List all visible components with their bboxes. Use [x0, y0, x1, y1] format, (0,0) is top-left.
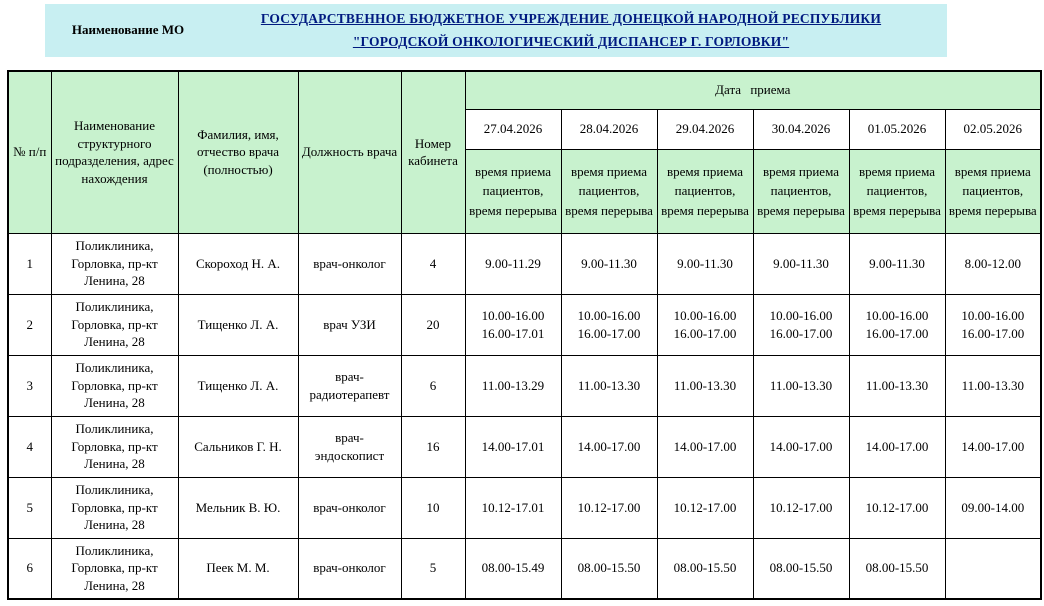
column-header-date-group: Дата приема — [464, 70, 1042, 110]
date-header: 29.04.2026 — [656, 108, 754, 150]
time-cell: 11.00-13.30 — [848, 354, 946, 417]
time-cell: 10.00-16.00 16.00-17.00 — [752, 293, 850, 356]
time-cell: 11.00-13.30 — [944, 354, 1042, 417]
row-num: 2 — [7, 293, 52, 356]
document-header: Наименование МО ГОСУДАРСТВЕННОЕ БЮДЖЕТНО… — [45, 4, 947, 57]
date-header: 27.04.2026 — [464, 108, 562, 150]
cabinet-cell: 6 — [400, 354, 466, 417]
doctor-cell: Скороход Н. А. — [177, 232, 299, 295]
table-row: 5 Поликлиника, Горловка, пр-кт Ленина, 2… — [7, 476, 1042, 539]
time-cell: 9.00-11.30 — [656, 232, 754, 295]
time-cell: 08.00-15.49 — [464, 537, 562, 600]
time-cell: 14.00-17.00 — [656, 415, 754, 478]
time-subheader: время приема пациентов, время перерыва — [848, 148, 946, 234]
table-row: 6 Поликлиника, Горловка, пр-кт Ленина, 2… — [7, 537, 1042, 600]
department-cell: Поликлиника, Горловка, пр-кт Ленина, 28 — [50, 354, 179, 417]
time-cell: 10.12-17.00 — [752, 476, 850, 539]
time-cell: 09.00-14.00 — [944, 476, 1042, 539]
doctor-cell: Тищенко Л. А. — [177, 293, 299, 356]
row-num: 1 — [7, 232, 52, 295]
time-cell: 8.00-12.00 — [944, 232, 1042, 295]
time-cell: 14.00-17.00 — [752, 415, 850, 478]
time-subheader: время приема пациентов, время перерыва — [656, 148, 754, 234]
time-cell: 08.00-15.50 — [752, 537, 850, 600]
time-cell: 9.00-11.29 — [464, 232, 562, 295]
cabinet-cell: 4 — [400, 232, 466, 295]
row-num: 5 — [7, 476, 52, 539]
table-row: 1 Поликлиника, Горловка, пр-кт Ленина, 2… — [7, 232, 1042, 295]
column-header-position: Должность врача — [297, 70, 402, 234]
date-header: 02.05.2026 — [944, 108, 1042, 150]
time-cell: 11.00-13.29 — [464, 354, 562, 417]
time-subheader: время приема пациентов, время перерыва — [464, 148, 562, 234]
department-cell: Поликлиника, Горловка, пр-кт Ленина, 28 — [50, 415, 179, 478]
column-header-num: № п/п — [7, 70, 52, 234]
doctor-cell: Тищенко Л. А. — [177, 354, 299, 417]
cabinet-cell: 16 — [400, 415, 466, 478]
time-cell: 08.00-15.50 — [848, 537, 946, 600]
organization-title: ГОСУДАРСТВЕННОЕ БЮДЖЕТНОЕ УЧРЕЖДЕНИЕ ДОН… — [203, 8, 939, 53]
time-cell: 11.00-13.30 — [656, 354, 754, 417]
time-cell: 10.00-16.00 16.00-17.00 — [848, 293, 946, 356]
column-header-doctor: Фамилия, имя, отчество врача (полностью) — [177, 70, 299, 234]
row-num: 6 — [7, 537, 52, 600]
time-cell: 9.00-11.30 — [848, 232, 946, 295]
time-cell: 08.00-15.50 — [656, 537, 754, 600]
position-cell: врач-эндоскопист — [297, 415, 402, 478]
time-subheader: время приема пациентов, время перерыва — [752, 148, 850, 234]
position-cell: врач-онколог — [297, 232, 402, 295]
time-cell: 10.12-17.00 — [656, 476, 754, 539]
organization-title-line1: ГОСУДАРСТВЕННОЕ БЮДЖЕТНОЕ УЧРЕЖДЕНИЕ ДОН… — [260, 11, 882, 27]
row-num: 3 — [7, 354, 52, 417]
date-header: 28.04.2026 — [560, 108, 658, 150]
position-cell: врач УЗИ — [297, 293, 402, 356]
time-subheader: время приема пациентов, время перерыва — [944, 148, 1042, 234]
time-cell: 08.00-15.50 — [560, 537, 658, 600]
date-header: 01.05.2026 — [848, 108, 946, 150]
mo-label: Наименование МО — [71, 22, 185, 38]
time-cell: 10.00-16.00 16.00-17.00 — [656, 293, 754, 356]
department-cell: Поликлиника, Горловка, пр-кт Ленина, 28 — [50, 537, 179, 600]
time-cell: 10.12-17.01 — [464, 476, 562, 539]
time-cell: 14.00-17.00 — [944, 415, 1042, 478]
cabinet-cell: 5 — [400, 537, 466, 600]
time-cell: 11.00-13.30 — [560, 354, 658, 417]
time-cell: 14.00-17.00 — [848, 415, 946, 478]
cabinet-cell: 20 — [400, 293, 466, 356]
position-cell: врач-онколог — [297, 537, 402, 600]
time-cell: 10.00-16.00 16.00-17.00 — [560, 293, 658, 356]
date-header: 30.04.2026 — [752, 108, 850, 150]
doctor-schedule-table: № п/п Наименование структурного подразде… — [7, 70, 1043, 600]
doctor-cell: Мельник В. Ю. — [177, 476, 299, 539]
column-header-department: Наименование структурного подразделения,… — [50, 70, 179, 234]
time-cell: 11.00-13.30 — [752, 354, 850, 417]
time-cell: 10.00-16.00 16.00-17.01 — [464, 293, 562, 356]
table-row: 3 Поликлиника, Горловка, пр-кт Ленина, 2… — [7, 354, 1042, 417]
time-cell: 9.00-11.30 — [752, 232, 850, 295]
time-cell: 14.00-17.00 — [560, 415, 658, 478]
department-cell: Поликлиника, Горловка, пр-кт Ленина, 28 — [50, 476, 179, 539]
row-num: 4 — [7, 415, 52, 478]
doctor-cell: Сальников Г. Н. — [177, 415, 299, 478]
department-cell: Поликлиника, Горловка, пр-кт Ленина, 28 — [50, 293, 179, 356]
department-cell: Поликлиника, Горловка, пр-кт Ленина, 28 — [50, 232, 179, 295]
cabinet-cell: 10 — [400, 476, 466, 539]
table-row: 4 Поликлиника, Горловка, пр-кт Ленина, 2… — [7, 415, 1042, 478]
time-subheader: время приема пациентов, время перерыва — [560, 148, 658, 234]
time-cell: 10.00-16.00 16.00-17.00 — [944, 293, 1042, 356]
time-cell: 14.00-17.01 — [464, 415, 562, 478]
column-header-cabinet: Номер кабинета — [400, 70, 466, 234]
time-cell: 9.00-11.30 — [560, 232, 658, 295]
position-cell: врач-радиотерапевт — [297, 354, 402, 417]
organization-title-line2: "ГОРОДСКОЙ ОНКОЛОГИЧЕСКИЙ ДИСПАНСЕР Г. Г… — [352, 33, 790, 49]
time-cell — [944, 537, 1042, 600]
table-row: 2 Поликлиника, Горловка, пр-кт Ленина, 2… — [7, 293, 1042, 356]
time-cell: 10.12-17.00 — [848, 476, 946, 539]
position-cell: врач-онколог — [297, 476, 402, 539]
doctor-cell: Пеек М. М. — [177, 537, 299, 600]
time-cell: 10.12-17.00 — [560, 476, 658, 539]
